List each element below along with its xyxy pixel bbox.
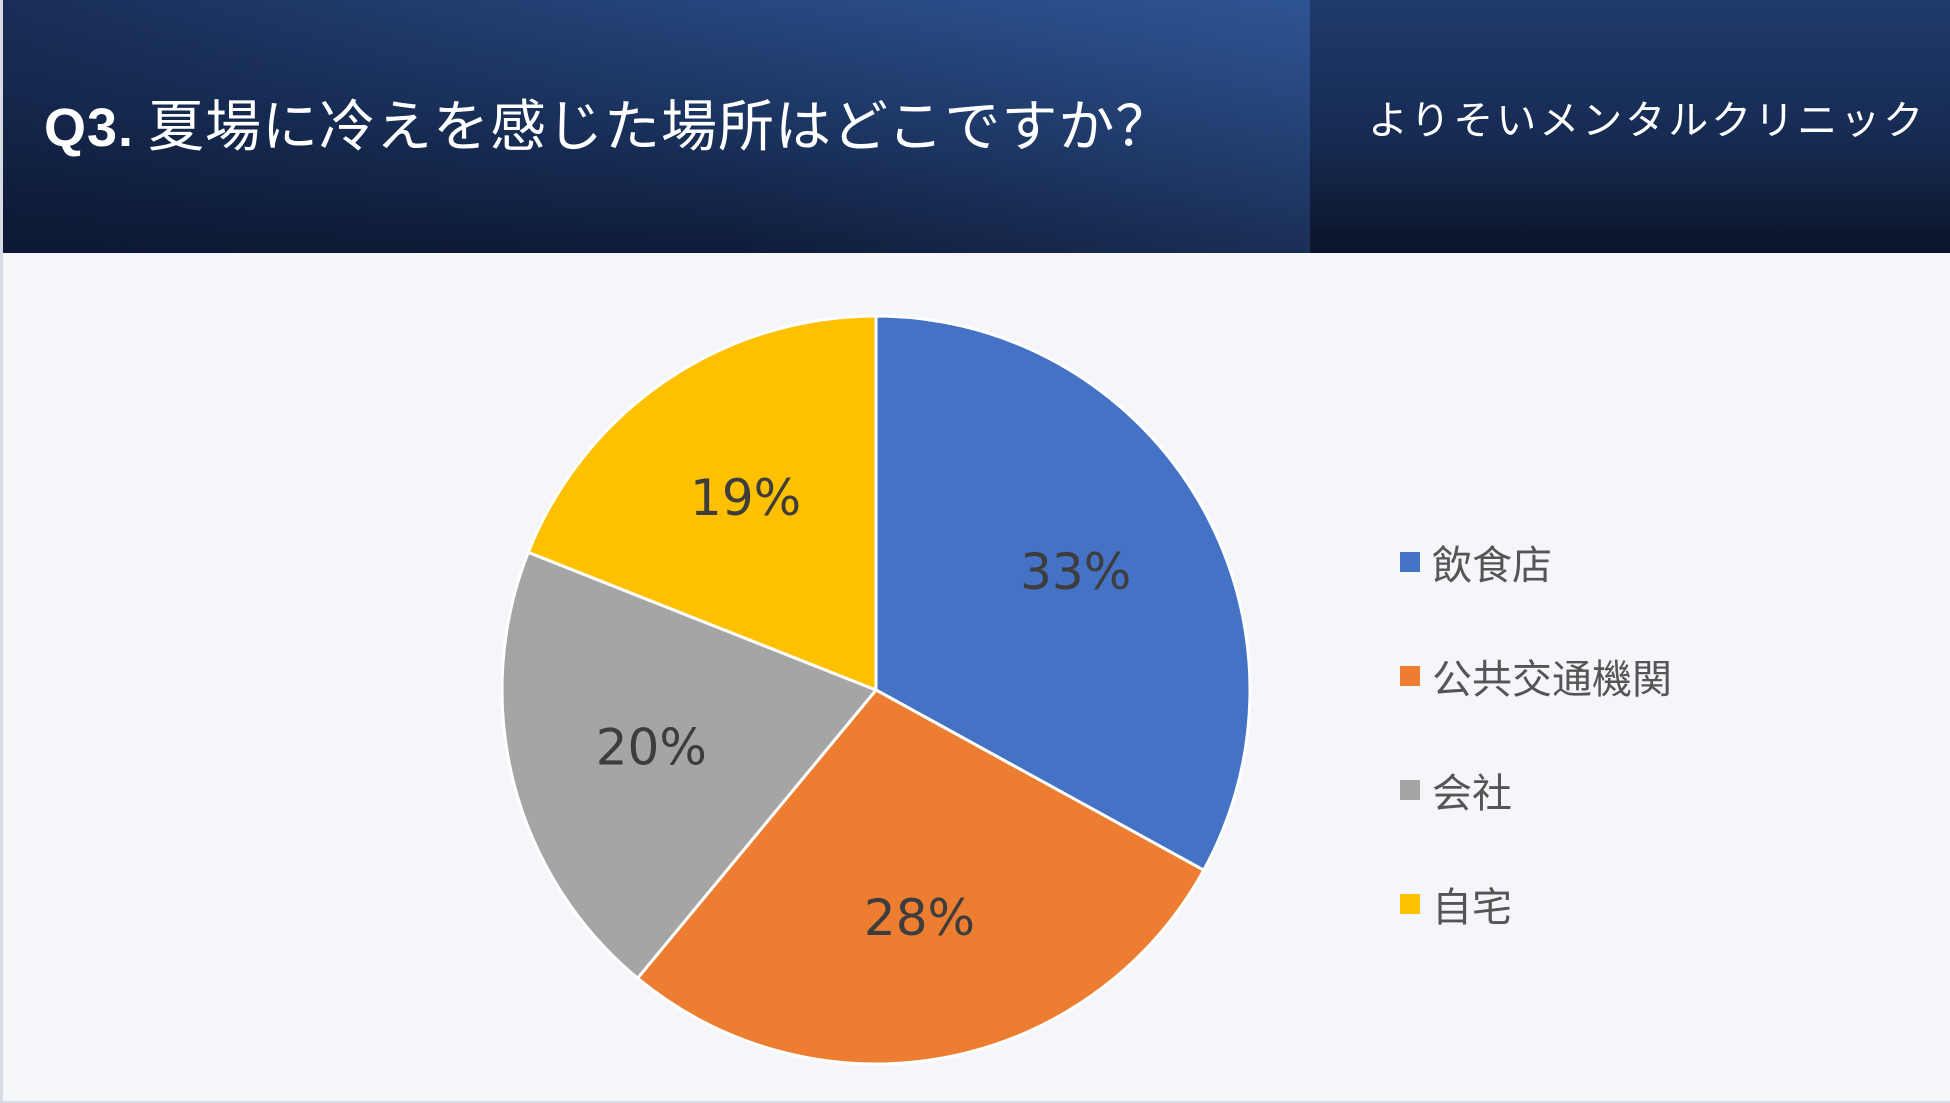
pie-slice-2 [635,688,1206,1066]
pie-slice-label-4: 19% [690,469,801,527]
legend-swatch-1 [1400,552,1420,572]
legend-item-4: 自宅 [1400,847,1672,961]
chart-legend: 飲食店公共交通機関 会社自宅 [1400,505,1672,961]
legend-item-2: 公共交通機関 [1400,619,1672,733]
pie-slice-4 [526,314,878,693]
slide-border-bottom [0,1101,1950,1103]
pie-slice-label-2: 28% [864,889,975,947]
header-shade [0,0,1310,253]
header-right-panel [1310,0,1950,253]
pie-slice-1 [874,314,1252,873]
question-text: 夏場に冷えを感じた場所はどこですか？ [148,95,1173,160]
question-number: Q3. [44,98,135,158]
pie-slice-3 [500,550,879,981]
slide-border-left [0,0,3,1103]
legend-item-1: 飲食店 [1400,505,1672,619]
legend-label-2: 公共交通機関 [1432,657,1672,703]
legend-item-3: 会社 [1400,733,1672,847]
pie-slice-label-1: 33% [1020,543,1131,601]
legend-label-3: 会社 [1432,771,1512,817]
clinic-name: よりそいメンタルクリニック [1368,98,1927,144]
legend-label-4: 自宅 [1432,885,1512,931]
question-title: Q3. 夏場に冷えを感じた場所はどこですか？ [44,88,1172,168]
legend-label-1: 飲食店 [1432,543,1552,589]
legend-swatch-3 [1400,780,1420,800]
pie-slice-label-3: 20% [596,719,707,777]
legend-swatch-2 [1400,666,1420,686]
header-banner: Q3. 夏場に冷えを感じた場所はどこですか？ よりそいメンタルクリニック [0,0,1950,253]
legend-swatch-4 [1400,894,1420,914]
